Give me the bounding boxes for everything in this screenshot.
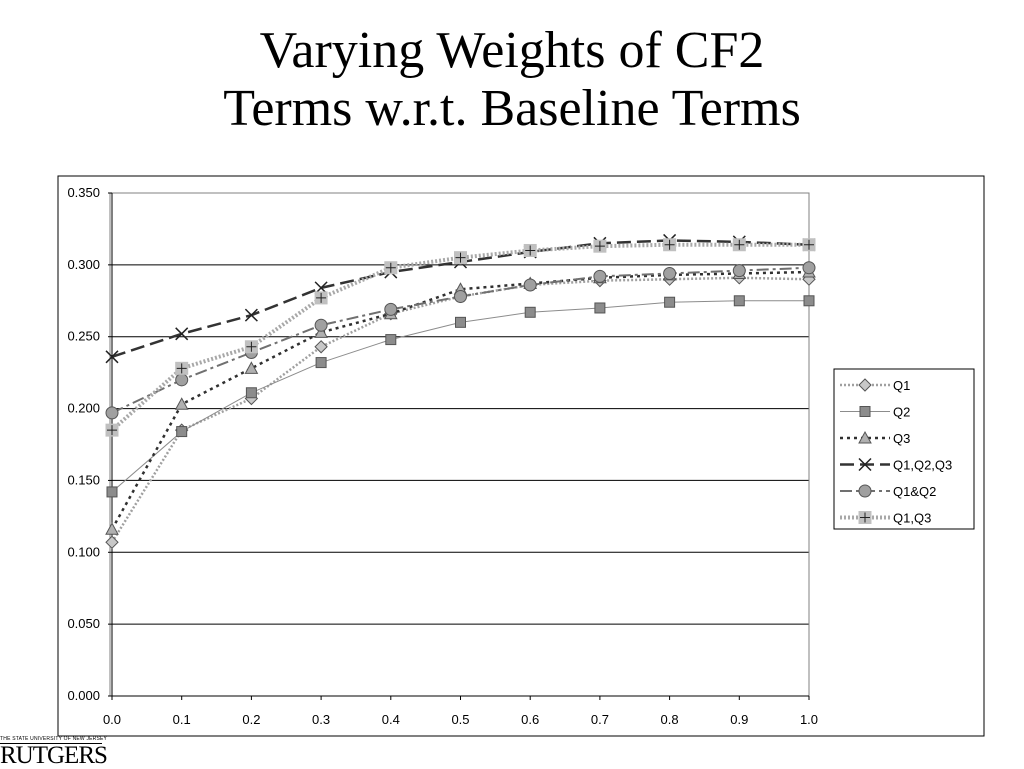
axes: 0.000 0.050 0.100 0.150 0.200 0.250 0.300 0.350… (67, 185, 818, 727)
data-point (314, 325, 328, 338)
slide-title: Varying Weights of CF2 Terms w.r.t. Base… (0, 22, 1024, 138)
data-point (733, 295, 745, 307)
series-1 (106, 295, 815, 498)
data-point (106, 486, 118, 498)
data-point (176, 363, 187, 374)
x-tick-label: 0.5 (451, 712, 469, 727)
legend-label: Q3 (893, 431, 910, 446)
x-tick-label: 0.3 (312, 712, 330, 727)
legend: Q1 Q2 Q3 Q1,Q2,Q3 Q1&Q2 Q1,Q3 (833, 368, 975, 530)
data-point (316, 292, 327, 303)
data-point (105, 522, 119, 535)
data-point (804, 239, 814, 250)
y-tick-label: 0.300 (67, 257, 100, 272)
y-tick-label: 0.050 (67, 616, 100, 631)
data-point (454, 289, 467, 303)
data-point (525, 245, 536, 256)
data-point (858, 378, 872, 392)
data-point (245, 387, 257, 399)
data-point (105, 350, 119, 364)
y-tick-label: 0.100 (67, 544, 100, 559)
series-5 (105, 238, 816, 437)
data-point (105, 535, 119, 549)
series-lines (105, 233, 816, 549)
series-4 (105, 261, 816, 420)
legend-label: Q1,Q2,Q3 (893, 458, 952, 473)
data-point (858, 430, 872, 444)
data-point (107, 425, 117, 436)
data-point (594, 241, 605, 252)
y-tick-label: 0.000 (67, 688, 100, 703)
x-tick-label: 0.2 (242, 712, 260, 727)
data-point (858, 457, 872, 472)
chart-frame (57, 175, 985, 737)
slide-title-line-1: Varying Weights of CF2 (259, 22, 765, 79)
data-point (732, 264, 746, 278)
slide-title-line-2: Terms w.r.t. Baseline Terms (223, 80, 801, 137)
x-tick-label: 0.0 (103, 712, 121, 727)
data-point (859, 406, 871, 417)
data-point (244, 308, 258, 322)
data-point (246, 341, 257, 352)
legend-label: Q1 (893, 378, 910, 393)
legend-label: Q1,Q3 (893, 511, 931, 526)
data-point (664, 239, 675, 250)
data-point (524, 306, 536, 318)
data-point (664, 296, 676, 308)
x-tick-label: 0.7 (591, 712, 609, 727)
x-tick-label: 0.4 (382, 712, 400, 727)
logo-wordmark: RUTGERS (0, 742, 108, 769)
x-tick-label: 0.8 (661, 712, 679, 727)
data-point (860, 512, 870, 523)
y-tick-label: 0.150 (67, 472, 100, 487)
data-point (858, 484, 872, 498)
data-point (384, 302, 398, 316)
data-point (593, 269, 607, 283)
legend-box (833, 368, 975, 530)
data-point (385, 334, 397, 346)
y-tick-label: 0.250 (67, 329, 100, 344)
data-point (663, 266, 677, 280)
data-point (594, 302, 606, 314)
data-point (455, 252, 466, 263)
data-point (244, 361, 259, 374)
data-point (314, 340, 328, 354)
data-point (455, 316, 466, 328)
data-point (174, 397, 189, 410)
rutgers-logo: THE STATE UNIVERSITY OF NEW JERSEY RUTGE… (0, 736, 110, 768)
data-point (175, 327, 189, 341)
logo-tagline: THE STATE UNIVERSITY OF NEW JERSEY (0, 736, 108, 744)
x-tick-label: 1.0 (800, 712, 818, 727)
x-tick-label: 0.1 (173, 712, 191, 727)
data-point (734, 239, 745, 250)
data-point (523, 278, 537, 292)
data-point (802, 261, 816, 275)
legend-label: Q1&Q2 (893, 484, 936, 499)
data-point (314, 318, 328, 332)
data-point (803, 295, 815, 307)
x-tick-label: 0.9 (730, 712, 748, 727)
x-tick-label: 0.6 (521, 712, 539, 727)
data-point (385, 262, 396, 273)
data-point (176, 426, 188, 438)
data-point (175, 373, 189, 387)
y-tick-label: 0.200 (67, 401, 100, 416)
legend-label: Q2 (893, 405, 910, 420)
data-point (315, 357, 327, 369)
data-point (105, 406, 119, 420)
y-tick-label: 0.350 (67, 185, 100, 200)
